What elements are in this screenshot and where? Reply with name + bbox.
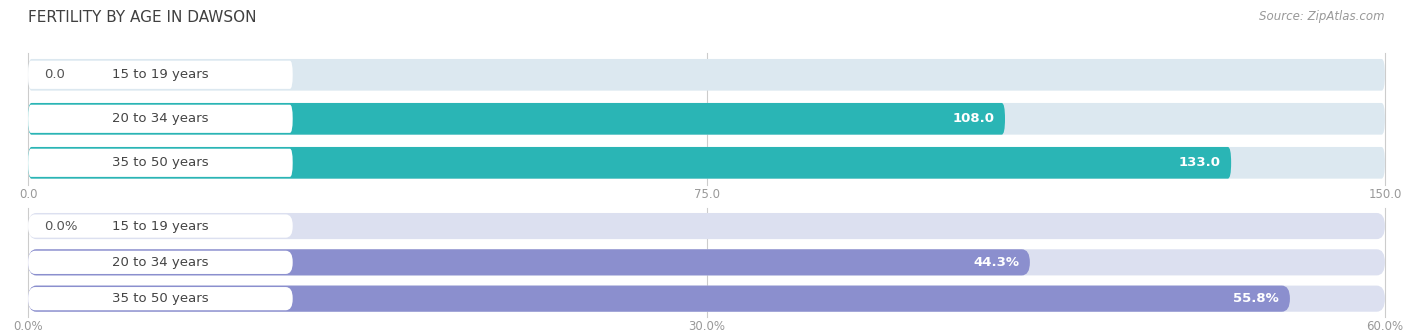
FancyBboxPatch shape — [28, 61, 292, 89]
Text: 35 to 50 years: 35 to 50 years — [112, 156, 208, 169]
FancyBboxPatch shape — [28, 249, 1029, 276]
FancyBboxPatch shape — [28, 147, 1232, 179]
Text: 15 to 19 years: 15 to 19 years — [112, 219, 208, 233]
Text: 20 to 34 years: 20 to 34 years — [112, 256, 208, 269]
FancyBboxPatch shape — [28, 103, 1385, 135]
FancyBboxPatch shape — [28, 213, 1385, 239]
Text: 20 to 34 years: 20 to 34 years — [112, 112, 208, 125]
FancyBboxPatch shape — [28, 285, 1385, 312]
FancyBboxPatch shape — [28, 103, 1005, 135]
Text: 0.0: 0.0 — [45, 68, 65, 81]
Text: 108.0: 108.0 — [952, 112, 994, 125]
FancyBboxPatch shape — [28, 251, 292, 274]
Text: 0.0%: 0.0% — [45, 219, 77, 233]
FancyBboxPatch shape — [28, 249, 1385, 276]
Text: 55.8%: 55.8% — [1233, 292, 1279, 305]
FancyBboxPatch shape — [28, 285, 1289, 312]
Text: 133.0: 133.0 — [1178, 156, 1220, 169]
Text: 15 to 19 years: 15 to 19 years — [112, 68, 208, 81]
Text: 44.3%: 44.3% — [973, 256, 1019, 269]
FancyBboxPatch shape — [28, 105, 292, 133]
FancyBboxPatch shape — [28, 147, 1385, 179]
FancyBboxPatch shape — [28, 287, 292, 310]
FancyBboxPatch shape — [28, 149, 292, 177]
Text: FERTILITY BY AGE IN DAWSON: FERTILITY BY AGE IN DAWSON — [28, 10, 257, 25]
Text: Source: ZipAtlas.com: Source: ZipAtlas.com — [1260, 10, 1385, 23]
Text: 35 to 50 years: 35 to 50 years — [112, 292, 208, 305]
FancyBboxPatch shape — [28, 214, 292, 238]
FancyBboxPatch shape — [28, 59, 1385, 91]
